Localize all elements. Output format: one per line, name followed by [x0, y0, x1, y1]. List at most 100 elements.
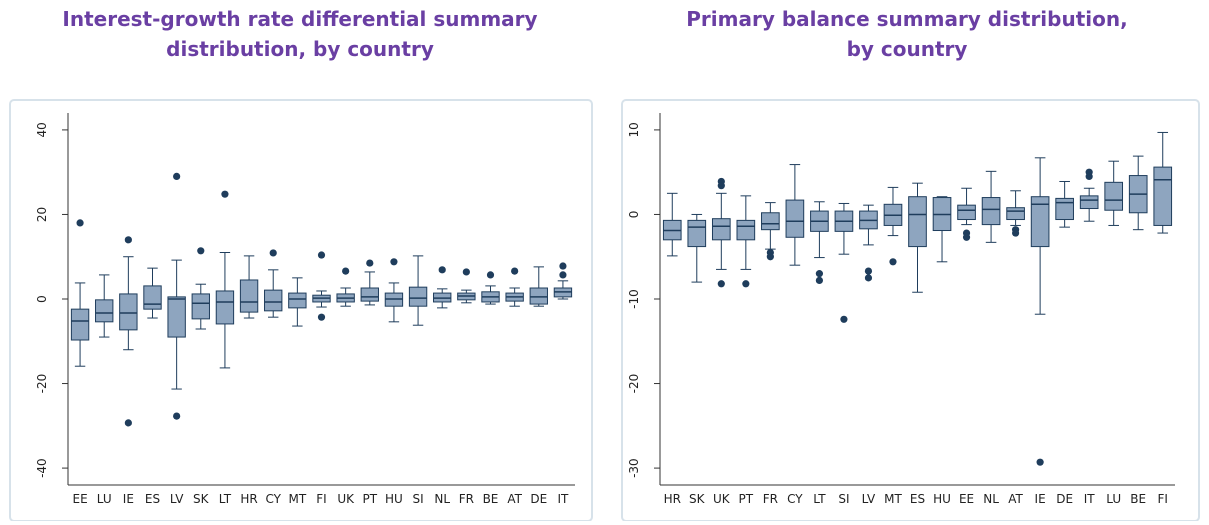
outlier [269, 249, 277, 257]
outlier [462, 268, 470, 276]
x-tick-label: FR [459, 492, 474, 506]
x-tick-label: LT [813, 492, 826, 506]
box [360, 287, 379, 302]
x-tick-label: MT [289, 492, 307, 506]
x-tick-label: NL [434, 492, 450, 506]
box [1079, 195, 1099, 210]
outlier [840, 315, 848, 323]
x-tick-label: ES [145, 492, 160, 506]
box [215, 290, 235, 325]
chart-title: Interest-growth rate differential summar… [62, 7, 537, 31]
box [1104, 181, 1124, 211]
box [711, 218, 731, 241]
box [191, 293, 210, 320]
box [288, 292, 307, 309]
outlier [1085, 172, 1093, 181]
chart-title: Primary balance summary distribution, [686, 7, 1127, 31]
x-tick-label: LU [97, 492, 112, 506]
outlier [766, 253, 774, 261]
x-tick-label: DE [1056, 492, 1073, 506]
x-tick-label: UK [713, 492, 731, 506]
x-tick-label: ES [910, 492, 925, 506]
y-tick-label: 0 [627, 211, 641, 219]
outlier [173, 412, 181, 420]
x-tick-label: IE [1035, 492, 1046, 506]
y-tick-label: -40 [35, 458, 49, 478]
outlier [742, 280, 750, 288]
panel [621, 99, 1200, 522]
box [1153, 166, 1173, 226]
outlier [317, 313, 326, 321]
y-tick-label: 0 [35, 295, 49, 303]
x-tick-label: FR [763, 492, 778, 506]
box [785, 199, 805, 238]
box [167, 296, 186, 338]
x-tick-label: HR [240, 492, 257, 506]
outlier [511, 267, 519, 275]
outlier [1011, 229, 1020, 237]
outlier [717, 280, 725, 288]
x-tick-label: HR [664, 492, 681, 506]
outlier [221, 190, 229, 198]
box [908, 196, 927, 248]
x-tick-label: LT [219, 492, 232, 506]
chart-title: distribution, by country [166, 37, 434, 61]
x-tick-label: HU [933, 492, 951, 506]
box [70, 308, 90, 341]
box [687, 219, 707, 248]
x-tick-label: HU [385, 492, 403, 506]
x-tick-label: LV [170, 492, 184, 506]
x-tick-label: CY [265, 492, 281, 506]
x-tick-label: SI [412, 492, 423, 506]
x-tick-label: NL [983, 492, 999, 506]
x-tick-label: FI [316, 492, 326, 506]
x-tick-label: IT [1084, 492, 1096, 506]
x-tick-label: PT [362, 492, 377, 506]
box [264, 289, 283, 312]
outlier [390, 258, 398, 266]
outlier [124, 419, 132, 427]
x-tick-label: UK [337, 492, 355, 506]
box [408, 286, 428, 307]
x-tick-label: CY [787, 492, 803, 506]
box [761, 212, 780, 231]
outlier [559, 271, 567, 279]
outlier [366, 259, 374, 267]
box [981, 197, 1001, 226]
outlier [889, 258, 897, 266]
outlier [317, 251, 326, 259]
x-tick-label: DE [530, 492, 547, 506]
outlier [486, 271, 495, 279]
outlier [559, 262, 567, 270]
box [1006, 207, 1025, 221]
box [736, 219, 756, 241]
x-tick-label: MT [884, 492, 902, 506]
x-tick-label: AT [507, 492, 522, 506]
outlier [815, 276, 824, 284]
outlier [864, 274, 873, 282]
y-tick-label: 40 [35, 122, 49, 137]
x-tick-label: IT [557, 492, 569, 506]
x-tick-label: BE [1130, 492, 1146, 506]
x-tick-label: SI [838, 492, 849, 506]
box [143, 285, 162, 310]
box [239, 279, 259, 313]
y-tick-label: -20 [627, 374, 641, 394]
box [957, 204, 976, 221]
y-tick-label: 10 [627, 122, 641, 137]
chart-title: by country [847, 37, 968, 61]
outlier [438, 266, 446, 274]
outlier [173, 172, 181, 181]
box [1030, 196, 1050, 248]
box [529, 287, 548, 305]
x-tick-label: AT [1008, 492, 1023, 506]
outlier [76, 219, 84, 227]
outlier [197, 247, 205, 255]
outlier [342, 267, 350, 275]
x-tick-label: SK [689, 492, 706, 506]
y-tick-label: 20 [35, 207, 49, 222]
x-tick-label: IE [123, 492, 134, 506]
box [95, 299, 114, 323]
box [119, 293, 138, 331]
